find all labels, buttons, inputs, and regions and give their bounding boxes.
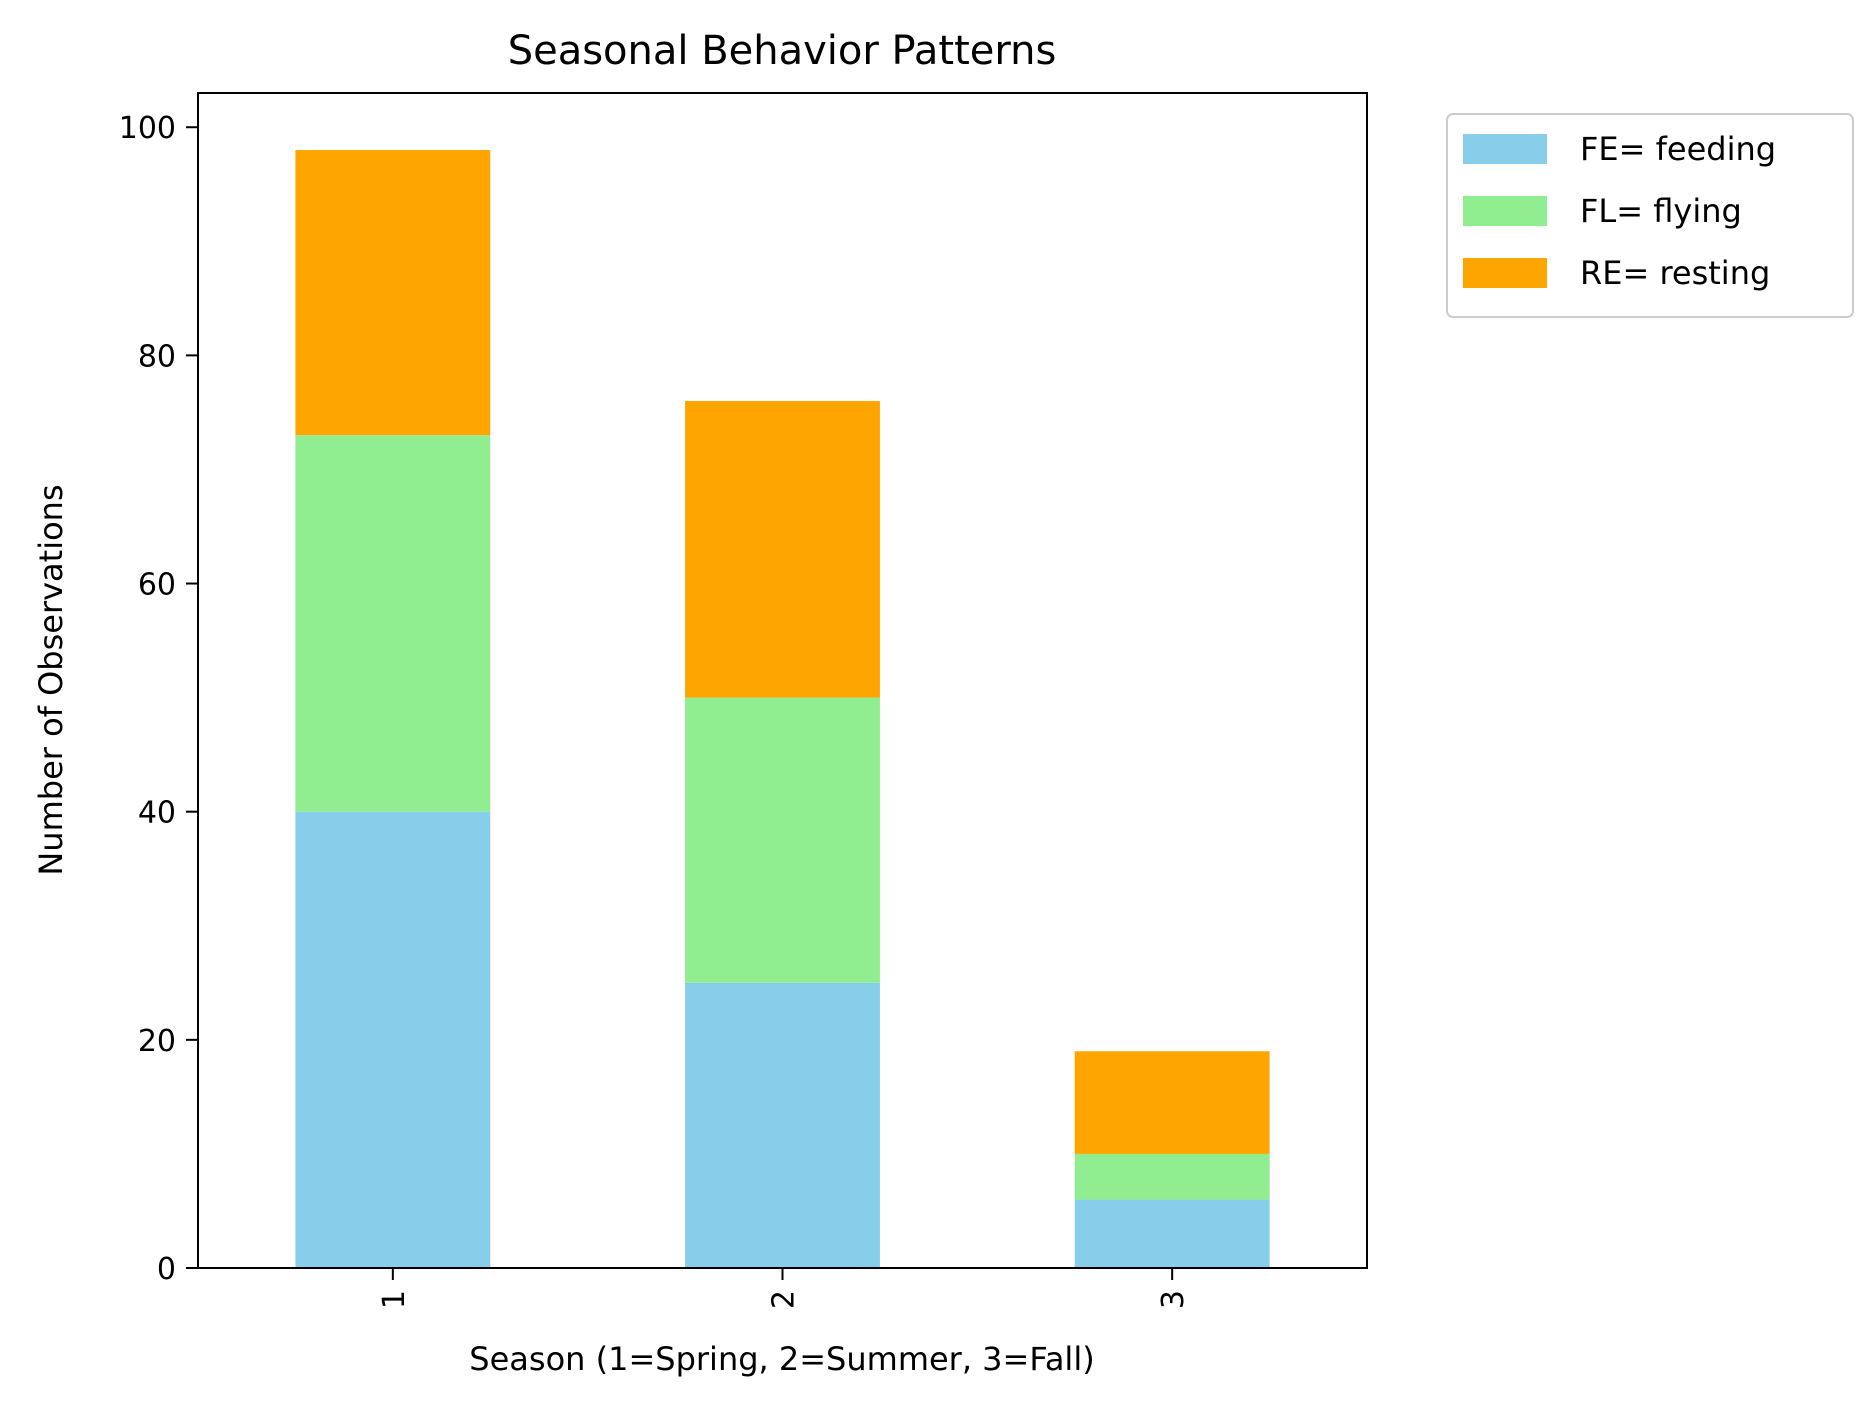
- y-tick-label: 40: [138, 796, 176, 831]
- y-tick-label: 60: [138, 568, 176, 603]
- chart-title: Seasonal Behavior Patterns: [508, 28, 1057, 74]
- bar-segment-2-category-2: [685, 697, 880, 983]
- legend: FE= feeding FL= flying RE= resting: [1446, 113, 1854, 318]
- y-tick-label: 0: [157, 1252, 176, 1287]
- bar-segment-1-category-1: [295, 811, 491, 1268]
- y-axis-label: Number of Observations: [32, 484, 70, 875]
- legend-label: FL= flying: [1580, 192, 1742, 230]
- y-tick-label: 100: [119, 111, 176, 146]
- x-tick-label: 3: [1156, 1290, 1191, 1309]
- legend-label: FE= feeding: [1580, 130, 1776, 168]
- bar-segment-3-category-2: [685, 401, 880, 698]
- legend-swatch: [1463, 258, 1547, 288]
- y-axis: 0 20 40 60 80 100: [119, 111, 198, 1287]
- legend-items: FE= feeding FL= flying RE= resting: [1463, 130, 1776, 292]
- bar-segment-2-category-1: [295, 435, 491, 812]
- bar-segment-2-category-3: [1074, 1153, 1270, 1200]
- legend-swatch: [1463, 134, 1547, 164]
- x-tick-label: 2: [767, 1290, 802, 1309]
- bar-segment-1-category-3: [1074, 1199, 1270, 1268]
- bar-segment-1-category-2: [685, 982, 880, 1268]
- plot-area: [197, 92, 1368, 1269]
- x-tick-label: 1: [377, 1290, 412, 1309]
- x-axis-label: Season (1=Spring, 2=Summer, 3=Fall): [469, 1340, 1094, 1378]
- bar-segment-3-category-3: [1074, 1051, 1270, 1154]
- y-tick-label: 80: [138, 339, 176, 374]
- legend-swatch: [1463, 196, 1547, 226]
- legend-label: RE= resting: [1580, 254, 1770, 292]
- x-axis: 1 2 3: [377, 1268, 1191, 1309]
- bars-group: [295, 150, 1270, 1268]
- legend-frame: [1446, 113, 1854, 318]
- y-tick-label: 20: [138, 1024, 176, 1059]
- bar-segment-3-category-1: [295, 150, 491, 436]
